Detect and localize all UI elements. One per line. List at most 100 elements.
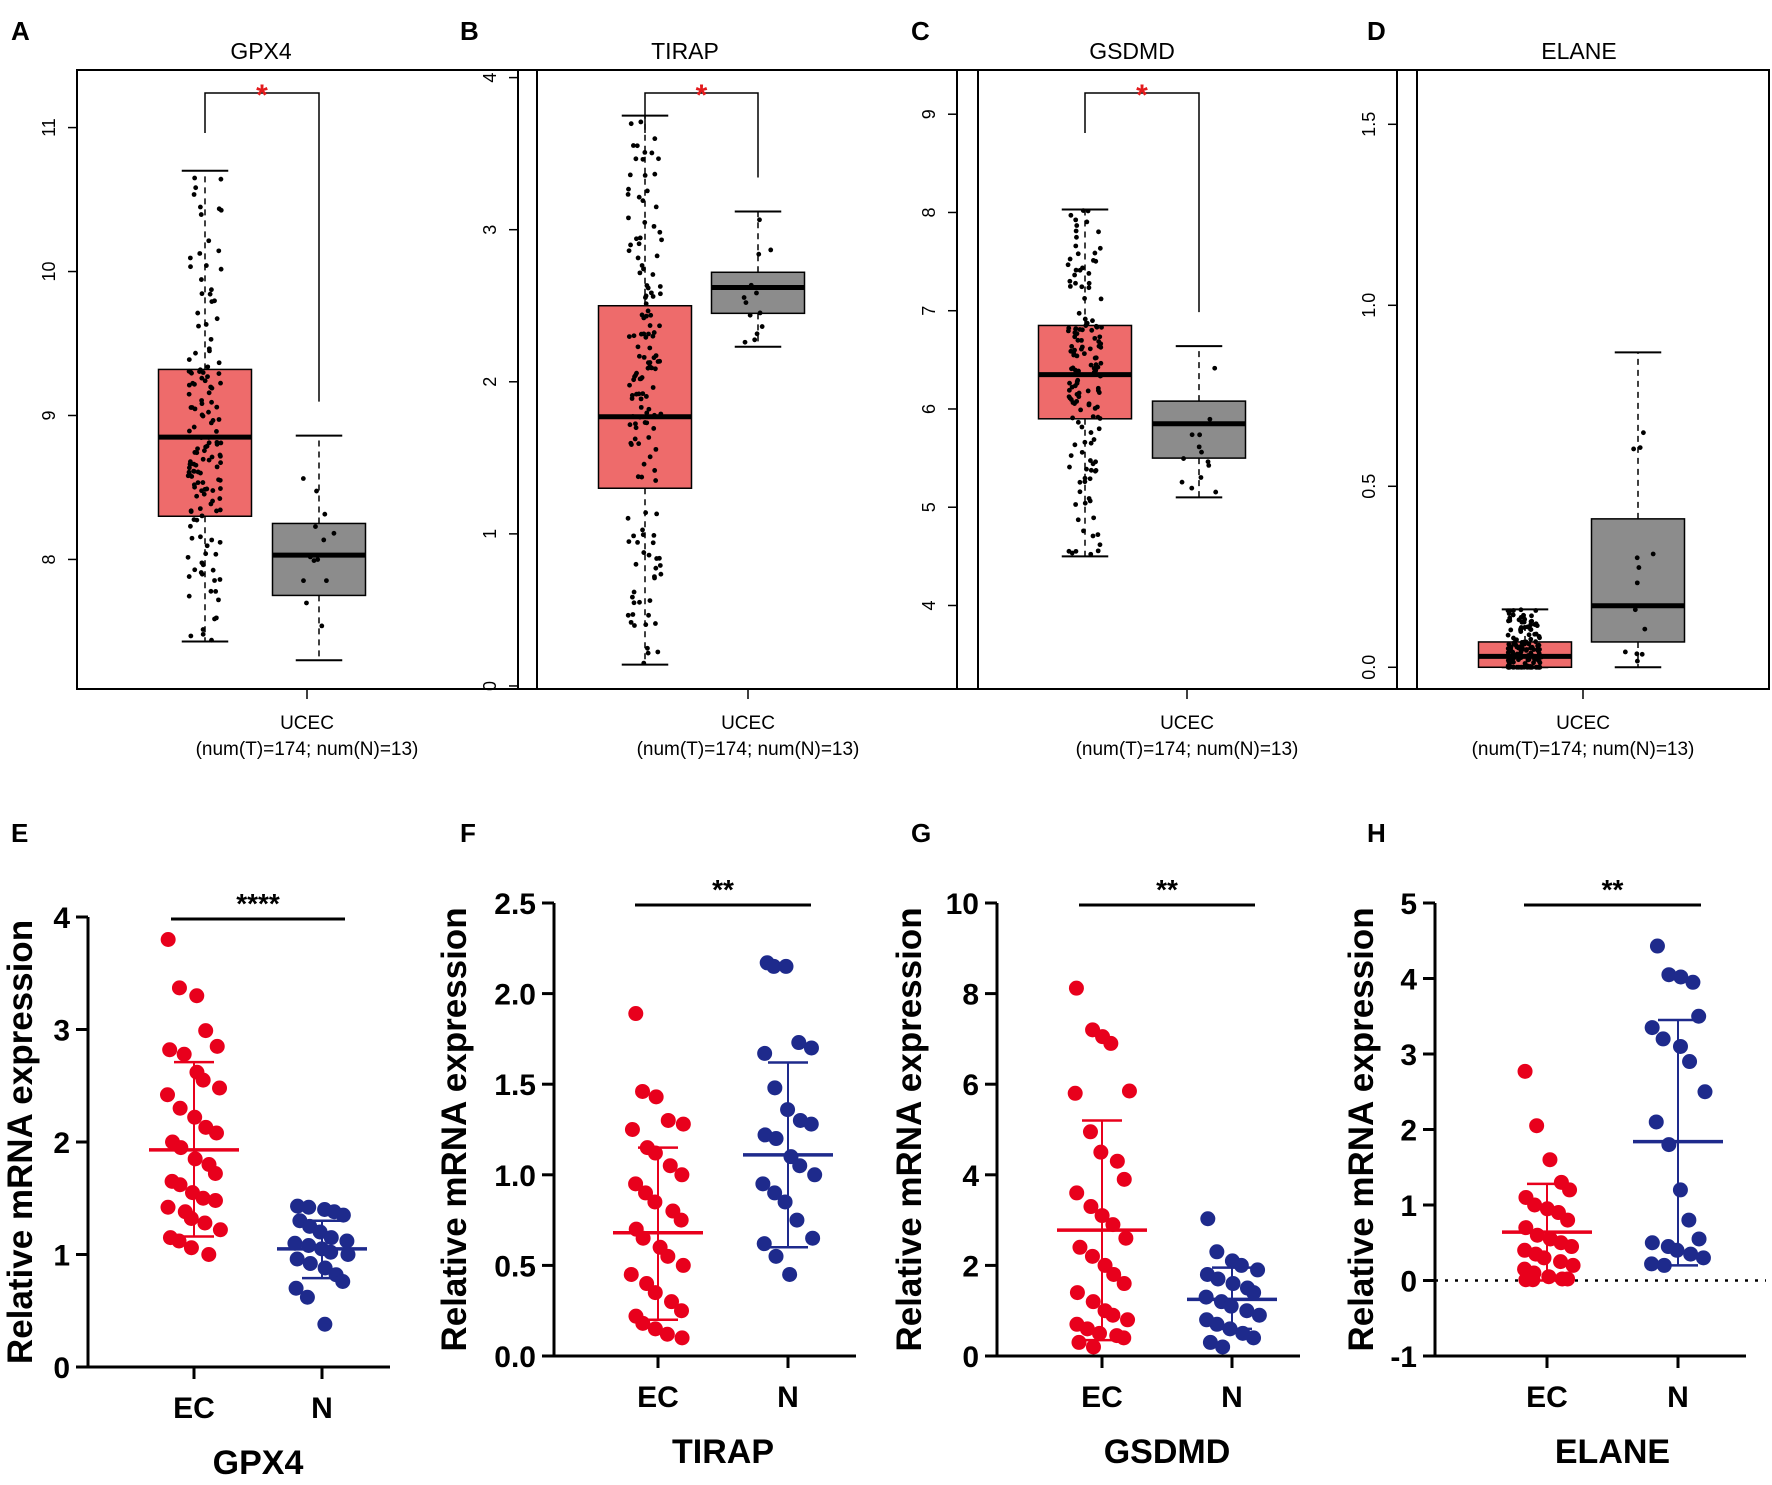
data-point <box>1098 296 1104 302</box>
data-point <box>198 570 204 575</box>
data-point-ec <box>647 1145 663 1161</box>
data-point-n <box>299 1289 315 1305</box>
data-point-n <box>807 1167 823 1183</box>
panel-label: H <box>1367 818 1386 848</box>
data-point <box>1641 430 1646 436</box>
data-point <box>650 272 656 277</box>
data-point <box>1179 479 1185 485</box>
data-point <box>643 334 649 340</box>
data-point <box>644 283 650 288</box>
data-point <box>1511 635 1516 641</box>
plot-title: GSDMD <box>1089 38 1175 64</box>
data-point <box>641 266 646 272</box>
data-point <box>1086 271 1092 276</box>
data-point <box>198 212 204 217</box>
data-point-n <box>791 1035 807 1051</box>
y-tick-label: 1 <box>480 529 500 539</box>
data-point <box>1077 479 1083 485</box>
data-point <box>1199 449 1204 455</box>
data-point <box>644 410 650 416</box>
data-point-ec <box>1079 1321 1095 1337</box>
data-point <box>1536 651 1542 656</box>
data-point <box>640 532 646 538</box>
data-point <box>208 501 214 507</box>
data-point-ec <box>197 1215 213 1231</box>
data-point <box>657 284 663 289</box>
data-point <box>648 290 654 296</box>
data-point <box>656 555 662 561</box>
data-point <box>628 440 634 446</box>
panel-label: D <box>1367 16 1386 46</box>
data-point <box>1082 500 1088 506</box>
data-point <box>210 567 216 573</box>
data-point <box>1507 660 1513 665</box>
data-point <box>1069 550 1075 556</box>
data-point <box>640 391 646 397</box>
data-point <box>1086 496 1092 501</box>
data-point-n <box>1649 938 1665 954</box>
data-point <box>1079 424 1085 430</box>
data-point <box>1090 318 1095 324</box>
data-point <box>636 241 642 247</box>
data-point <box>1505 632 1511 638</box>
data-point-n <box>1661 967 1677 983</box>
significance-stars: ** <box>1602 874 1624 905</box>
plot-frame <box>956 69 1418 690</box>
data-point <box>198 435 204 440</box>
data-point <box>1528 645 1534 651</box>
x-axis-label: GSDMD <box>1104 1433 1231 1471</box>
data-point <box>633 156 639 162</box>
data-point-ec <box>162 1042 178 1058</box>
data-point-n <box>1685 974 1701 990</box>
y-tick-label: 4 <box>53 902 70 935</box>
data-point <box>1075 377 1081 383</box>
data-point <box>1067 380 1072 386</box>
data-point <box>647 364 653 369</box>
data-point <box>1525 657 1531 663</box>
data-point <box>1634 651 1640 657</box>
data-point <box>1068 397 1074 402</box>
data-point-n <box>805 1230 821 1246</box>
sample-count-label: (num(T)=174; num(N)=13) <box>637 739 860 760</box>
sample-count-label: (num(T)=174; num(N)=13) <box>1472 739 1695 760</box>
data-point <box>321 537 327 543</box>
panel-f: F 0.0 0.5 1.0 1.5 2.0 2.5 EC N Relative mRNA expr… <box>435 818 856 1471</box>
data-point-n <box>335 1274 351 1289</box>
y-tick-label: 9 <box>39 410 59 420</box>
data-point <box>1086 285 1092 291</box>
data-point-ec <box>1068 980 1084 996</box>
data-point <box>643 622 649 628</box>
data-point <box>1096 390 1102 395</box>
sample-count-label: (num(T)=174; num(N)=13) <box>196 739 419 760</box>
data-point-n <box>323 1230 339 1246</box>
data-point <box>187 459 193 465</box>
data-point <box>747 312 753 318</box>
data-point <box>217 477 223 483</box>
data-point <box>631 589 637 595</box>
data-point <box>640 198 646 204</box>
data-point <box>635 255 641 261</box>
data-point <box>1098 360 1104 366</box>
data-point <box>1189 485 1195 491</box>
data-point <box>301 578 306 584</box>
data-point <box>638 119 644 125</box>
data-point-ec <box>198 1023 214 1039</box>
data-point-ec <box>647 1321 663 1337</box>
data-point <box>188 369 194 375</box>
data-point <box>1533 639 1539 645</box>
data-point <box>759 324 765 329</box>
data-point <box>213 589 219 594</box>
data-point <box>1511 640 1517 646</box>
data-point-n <box>778 958 794 974</box>
data-point <box>197 251 203 256</box>
data-point <box>629 594 635 600</box>
data-point <box>1650 551 1656 557</box>
data-point <box>192 567 198 573</box>
data-point-n <box>335 1207 351 1223</box>
data-point <box>1089 327 1095 333</box>
data-point <box>1073 548 1079 554</box>
data-point-n <box>768 1131 784 1147</box>
data-point-ec <box>660 1112 676 1128</box>
significance-bracket <box>1084 92 1200 313</box>
data-point <box>1529 613 1534 619</box>
